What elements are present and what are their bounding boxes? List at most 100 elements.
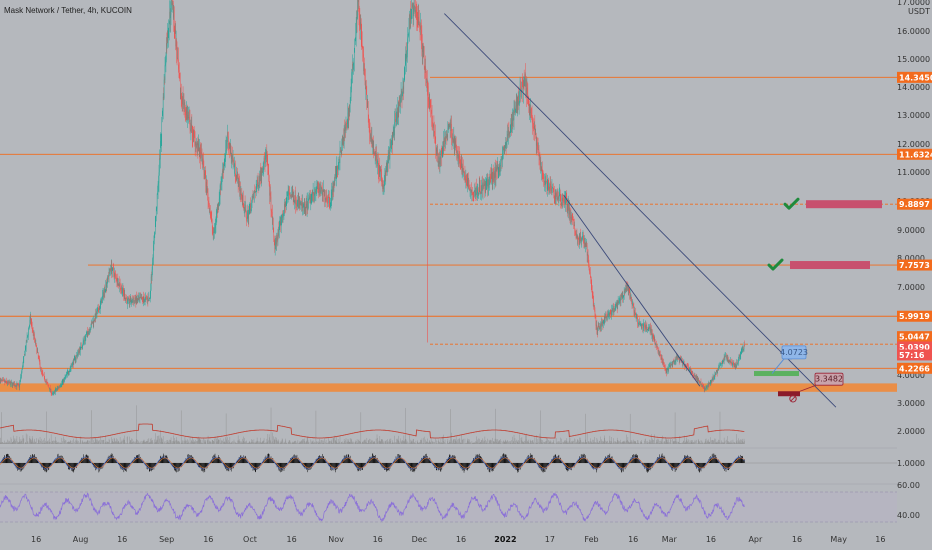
volume-bar xyxy=(568,440,570,444)
volume-bar xyxy=(88,442,89,444)
volume-bar xyxy=(42,440,43,444)
volume-bar xyxy=(563,441,564,444)
volume-bar xyxy=(458,438,459,444)
volume-bar xyxy=(719,442,720,444)
volume-bar xyxy=(105,435,107,444)
volume-bar xyxy=(440,439,442,444)
volume-bar xyxy=(545,441,547,444)
macd-histogram-bar xyxy=(19,463,20,470)
volume-bar xyxy=(691,440,692,444)
volume-bar xyxy=(674,441,675,444)
volume-bar xyxy=(742,438,743,444)
volume-bar xyxy=(276,437,277,444)
volume-bar xyxy=(490,439,492,444)
volume-bar xyxy=(385,441,387,444)
volume-bar xyxy=(697,443,698,444)
volume-bar xyxy=(686,441,688,444)
volume-bar xyxy=(528,442,529,444)
volume-bar xyxy=(267,440,269,444)
volume-bar xyxy=(644,439,646,444)
volume-bar xyxy=(525,439,527,444)
volume-bar xyxy=(133,440,134,444)
volume-bar xyxy=(653,443,654,444)
volume-bar xyxy=(486,441,487,444)
volume-bar xyxy=(401,442,402,444)
volume-bar xyxy=(548,443,549,444)
volume-bar xyxy=(562,442,564,444)
volume-bar xyxy=(47,441,49,444)
volume-bar xyxy=(483,441,484,444)
volume-bar xyxy=(294,441,296,444)
volume-bar xyxy=(703,442,705,444)
volume-bar xyxy=(411,441,412,444)
volume-bar xyxy=(599,443,601,444)
volume-bar xyxy=(116,438,117,444)
volume-bar xyxy=(46,411,47,444)
volume-bar xyxy=(648,442,650,444)
volume-bar xyxy=(235,442,236,444)
volume-bar xyxy=(293,440,295,444)
volume-bar xyxy=(208,442,209,444)
volume-bar xyxy=(650,442,651,444)
volume-bar xyxy=(571,442,573,444)
volume-bar xyxy=(338,442,339,444)
volume-bar xyxy=(392,440,393,444)
volume-bar xyxy=(630,441,631,444)
volume-bar xyxy=(255,443,256,444)
volume-bar xyxy=(620,439,621,444)
volume-bar xyxy=(349,438,351,444)
macd-histogram-bar xyxy=(36,458,38,463)
volume-bar xyxy=(308,442,310,444)
volume-bar xyxy=(189,436,191,444)
volume-bar xyxy=(121,441,122,444)
macd-histogram-bar xyxy=(24,463,25,468)
volume-bar xyxy=(585,439,587,444)
volume-bar xyxy=(593,439,594,444)
volume-bar xyxy=(570,442,572,444)
volume-bar xyxy=(690,440,692,444)
volume-bar xyxy=(483,442,485,444)
volume-bar xyxy=(616,437,618,444)
volume-bar xyxy=(280,440,282,444)
volume-bar xyxy=(34,438,35,444)
volume-bar xyxy=(474,442,476,444)
volume-bar xyxy=(60,442,61,444)
volume-bar xyxy=(51,443,52,444)
volume-bar xyxy=(141,440,143,444)
volume-bar xyxy=(122,440,124,444)
volume-bar xyxy=(152,442,154,444)
macd-histogram-bar xyxy=(41,463,42,467)
volume-bar xyxy=(380,440,381,444)
volume-bar xyxy=(627,436,629,444)
volume-bar xyxy=(221,440,222,444)
macd-histogram-bar xyxy=(23,463,25,469)
volume-bar xyxy=(741,443,742,444)
volume-bar xyxy=(186,443,188,444)
volume-bar xyxy=(386,440,387,444)
volume-bar xyxy=(362,441,364,444)
volume-bar xyxy=(475,441,477,444)
macd-histogram-bar xyxy=(47,463,48,469)
volume-bar xyxy=(744,440,745,444)
volume-bar xyxy=(328,437,329,444)
volume-bar xyxy=(530,443,532,444)
volume-bar xyxy=(350,438,352,444)
volume-bar xyxy=(130,440,131,444)
volume-bar xyxy=(264,442,265,444)
volume-bar xyxy=(626,440,628,444)
volume-bar xyxy=(683,440,684,444)
volume-bar xyxy=(53,440,55,444)
volume-bar xyxy=(505,441,507,444)
volume-bar xyxy=(580,443,582,444)
volume-bar xyxy=(316,442,317,444)
volume-bar xyxy=(4,440,5,444)
volume-bar xyxy=(631,441,632,444)
macd-histogram-bar xyxy=(9,456,10,463)
volume-bar xyxy=(69,441,71,444)
volume-bar xyxy=(3,443,5,444)
volume-bar xyxy=(126,436,128,444)
volume-bar xyxy=(726,439,727,444)
volume-bar xyxy=(385,440,386,444)
volume-bar xyxy=(698,441,700,444)
